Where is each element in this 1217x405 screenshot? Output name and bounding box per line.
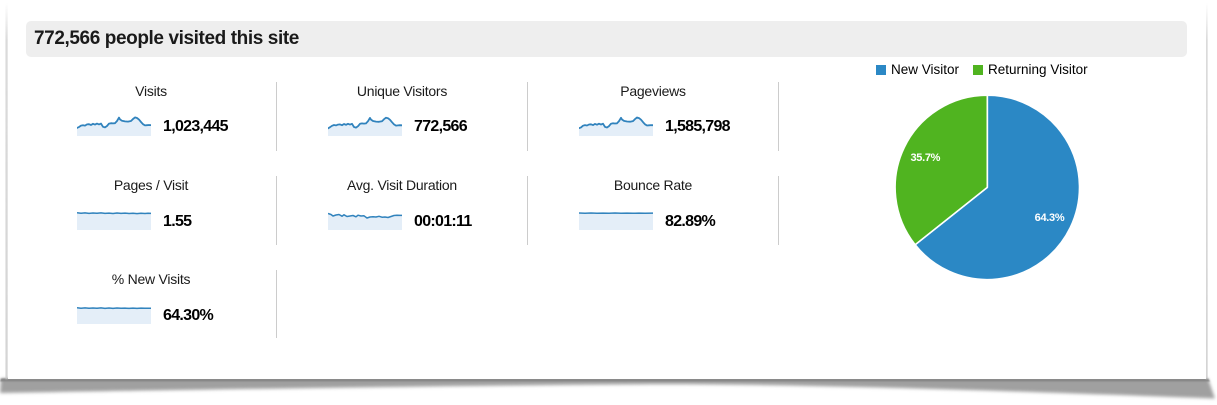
svg-text:64.3%: 64.3%: [1035, 212, 1065, 224]
svg-text:35.7%: 35.7%: [910, 152, 940, 164]
